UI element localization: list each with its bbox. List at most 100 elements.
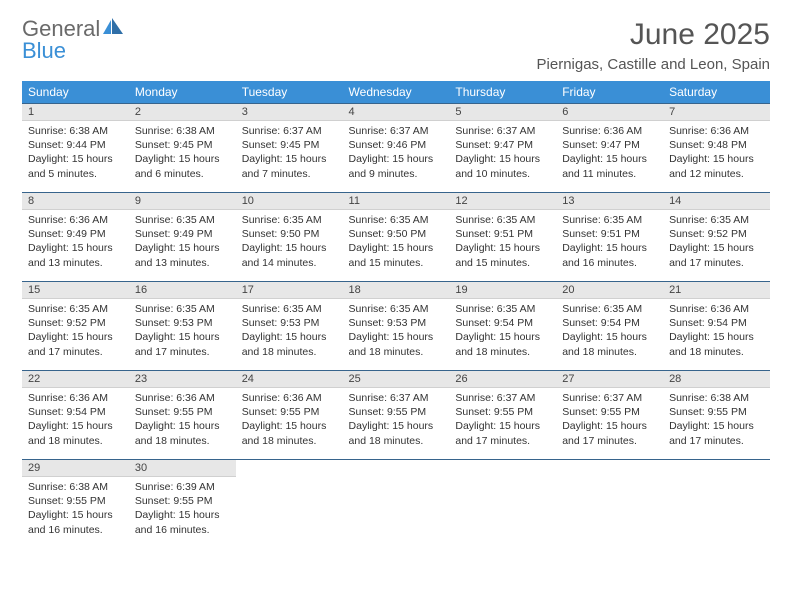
weekday-header-row: Sunday Monday Tuesday Wednesday Thursday… [22, 81, 770, 104]
sunset-text: Sunset: 9:51 PM [562, 227, 657, 241]
day-number-cell: 1 [22, 104, 129, 121]
daylight-text: Daylight: 15 hours and 18 minutes. [455, 330, 550, 358]
day-number: 3 [242, 106, 248, 118]
sunset-text: Sunset: 9:52 PM [28, 316, 123, 330]
sunrise-text: Sunrise: 6:36 AM [242, 391, 337, 405]
sunset-text: Sunset: 9:44 PM [28, 138, 123, 152]
day-number-cell [236, 460, 343, 477]
sunrise-text: Sunrise: 6:38 AM [28, 124, 123, 138]
sunset-text: Sunset: 9:55 PM [349, 405, 444, 419]
day-content-cell: Sunrise: 6:36 AMSunset: 9:55 PMDaylight:… [236, 388, 343, 460]
day-content-cell [449, 477, 556, 549]
day-content-row: Sunrise: 6:38 AM Sunset: 9:55 PM Daylight:… [22, 477, 770, 549]
day-content-cell: Sunrise: 6:35 AMSunset: 9:51 PMDaylight:… [449, 210, 556, 282]
day-content-cell: Sunrise: 6:35 AMSunset: 9:52 PMDaylight:… [663, 210, 770, 282]
day-number: 19 [455, 284, 467, 296]
day-number: 23 [135, 373, 147, 385]
day-number: 5 [455, 106, 461, 118]
day-content-cell: Sunrise: 6:36 AMSunset: 9:55 PMDaylight:… [129, 388, 236, 460]
day-number-row: 15161718192021 [22, 282, 770, 299]
day-number-cell: 24 [236, 371, 343, 388]
day-content-cell: Sunrise: 6:35 AMSunset: 9:50 PMDaylight:… [236, 210, 343, 282]
day-content-cell: Sunrise: 6:37 AMSunset: 9:55 PMDaylight:… [556, 388, 663, 460]
sunset-text: Sunset: 9:55 PM [669, 405, 764, 419]
weekday-header: Thursday [449, 81, 556, 104]
daylight-text: Daylight: 15 hours and 10 minutes. [455, 152, 550, 180]
day-number-cell: 27 [556, 371, 663, 388]
sunrise-text: Sunrise: 6:36 AM [28, 213, 123, 227]
sunset-text: Sunset: 9:52 PM [669, 227, 764, 241]
title-block: June 2025 Piernigas, Castille and Leon, … [537, 18, 770, 73]
daylight-text: Daylight: 15 hours and 16 minutes. [28, 508, 123, 536]
sunrise-text: Sunrise: 6:37 AM [455, 124, 550, 138]
daylight-text: Daylight: 15 hours and 17 minutes. [28, 330, 123, 358]
day-number: 13 [562, 195, 574, 207]
sunset-text: Sunset: 9:55 PM [242, 405, 337, 419]
day-number: 10 [242, 195, 254, 207]
sunset-text: Sunset: 9:45 PM [135, 138, 230, 152]
sunset-text: Sunset: 9:55 PM [135, 494, 230, 508]
day-number-cell: 6 [556, 104, 663, 121]
daylight-text: Daylight: 15 hours and 17 minutes. [669, 419, 764, 447]
day-content-cell: Sunrise: 6:38 AMSunset: 9:45 PMDaylight:… [129, 121, 236, 193]
sunrise-text: Sunrise: 6:35 AM [242, 302, 337, 316]
day-content-row: Sunrise: 6:36 AMSunset: 9:49 PMDaylight:… [22, 210, 770, 282]
sunrise-text: Sunrise: 6:35 AM [349, 302, 444, 316]
header: General Blue June 2025 Piernigas, Castil… [22, 18, 770, 73]
day-number-cell: 9 [129, 193, 236, 210]
day-number: 8 [28, 195, 34, 207]
sunrise-text: Sunrise: 6:35 AM [28, 302, 123, 316]
day-content-cell [343, 477, 450, 549]
day-number-cell: 28 [663, 371, 770, 388]
day-number-cell: 29 [22, 460, 129, 477]
day-content-cell: Sunrise: 6:35 AMSunset: 9:49 PMDaylight:… [129, 210, 236, 282]
day-number-cell [663, 460, 770, 477]
month-title: June 2025 [537, 18, 770, 52]
sunrise-text: Sunrise: 6:35 AM [455, 302, 550, 316]
day-number-cell: 13 [556, 193, 663, 210]
day-number-cell: 22 [22, 371, 129, 388]
sunrise-text: Sunrise: 6:35 AM [349, 213, 444, 227]
sunrise-text: Sunrise: 6:37 AM [242, 124, 337, 138]
sunset-text: Sunset: 9:49 PM [135, 227, 230, 241]
logo-sail-icon [103, 16, 125, 41]
sunset-text: Sunset: 9:53 PM [135, 316, 230, 330]
day-content-cell: Sunrise: 6:35 AMSunset: 9:53 PMDaylight:… [343, 299, 450, 371]
day-number-cell: 26 [449, 371, 556, 388]
daylight-text: Daylight: 15 hours and 13 minutes. [135, 241, 230, 269]
day-content-cell: Sunrise: 6:35 AMSunset: 9:54 PMDaylight:… [449, 299, 556, 371]
daylight-text: Daylight: 15 hours and 17 minutes. [669, 241, 764, 269]
day-number-cell: 8 [22, 193, 129, 210]
day-number-cell: 19 [449, 282, 556, 299]
day-number-cell: 23 [129, 371, 236, 388]
day-content-cell: Sunrise: 6:37 AMSunset: 9:45 PMDaylight:… [236, 121, 343, 193]
logo: General Blue [22, 18, 125, 62]
day-content-cell: Sunrise: 6:35 AMSunset: 9:54 PMDaylight:… [556, 299, 663, 371]
day-content-cell: Sunrise: 6:37 AMSunset: 9:55 PMDaylight:… [449, 388, 556, 460]
sunrise-text: Sunrise: 6:35 AM [135, 213, 230, 227]
day-number: 26 [455, 373, 467, 385]
day-number: 1 [28, 106, 34, 118]
sunset-text: Sunset: 9:49 PM [28, 227, 123, 241]
day-number-cell: 30 [129, 460, 236, 477]
weekday-header: Friday [556, 81, 663, 104]
calendar-table: Sunday Monday Tuesday Wednesday Thursday… [22, 81, 770, 549]
day-number-cell: 7 [663, 104, 770, 121]
day-number: 29 [28, 462, 40, 474]
daylight-text: Daylight: 15 hours and 17 minutes. [455, 419, 550, 447]
day-content-cell [556, 477, 663, 549]
logo-text-blue: Blue [22, 38, 66, 63]
daylight-text: Daylight: 15 hours and 6 minutes. [135, 152, 230, 180]
day-number: 27 [562, 373, 574, 385]
daylight-text: Daylight: 15 hours and 18 minutes. [242, 330, 337, 358]
sunset-text: Sunset: 9:55 PM [455, 405, 550, 419]
sunset-text: Sunset: 9:48 PM [669, 138, 764, 152]
day-number: 11 [349, 195, 360, 207]
sunrise-text: Sunrise: 6:35 AM [242, 213, 337, 227]
sunrise-text: Sunrise: 6:38 AM [28, 480, 123, 494]
sunrise-text: Sunrise: 6:37 AM [562, 391, 657, 405]
sunset-text: Sunset: 9:54 PM [562, 316, 657, 330]
day-content-cell: Sunrise: 6:35 AMSunset: 9:50 PMDaylight:… [343, 210, 450, 282]
day-content-cell: Sunrise: 6:36 AMSunset: 9:54 PMDaylight:… [663, 299, 770, 371]
day-number-cell [556, 460, 663, 477]
